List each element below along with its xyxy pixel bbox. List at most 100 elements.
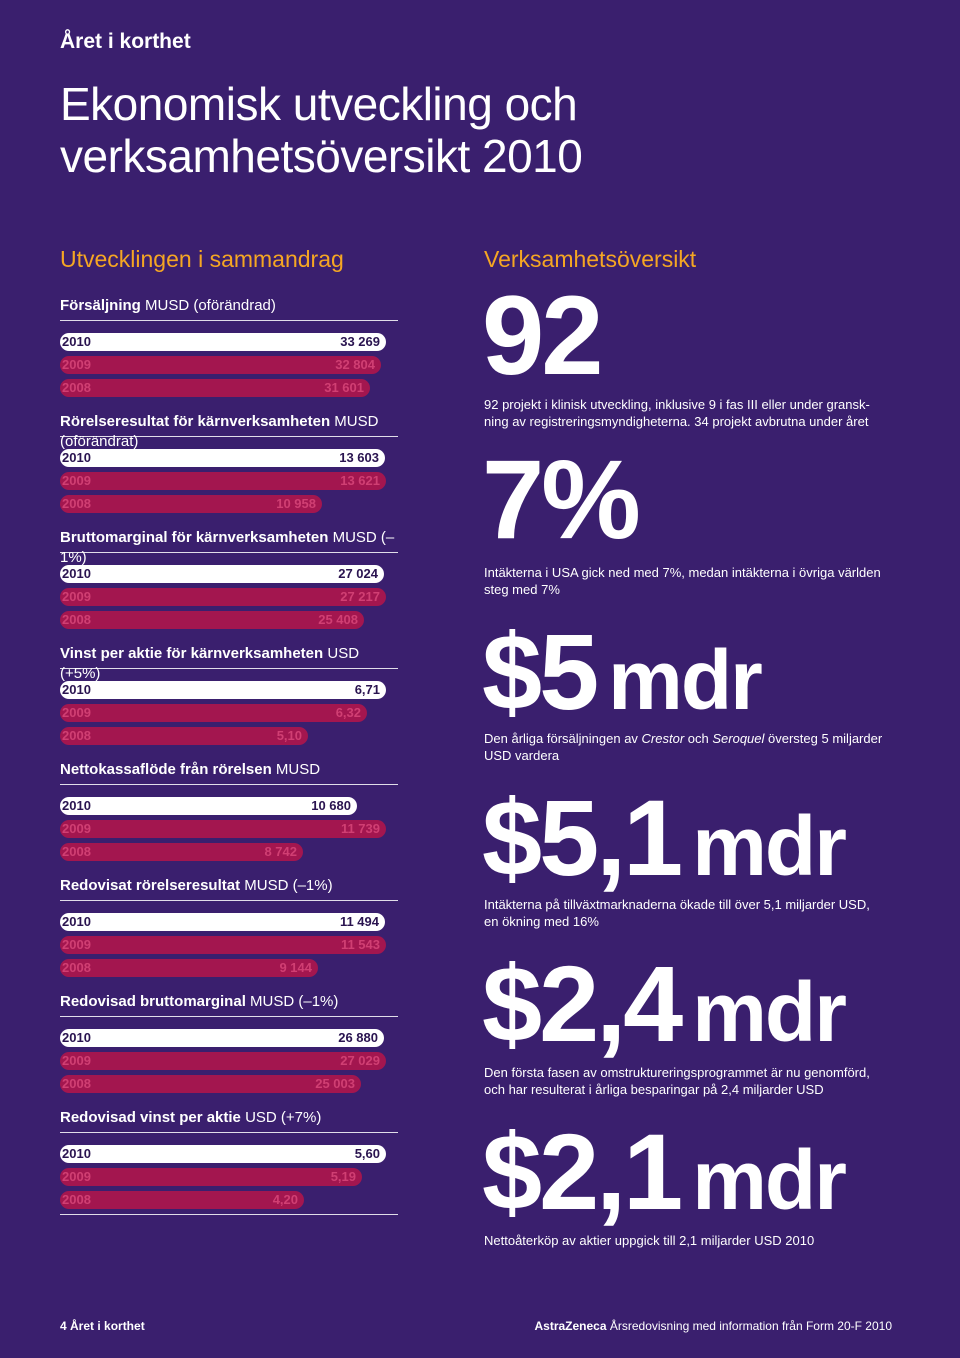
stat-figure: $5,1 mdr (482, 784, 847, 892)
bar-2010: 2010 33 269 (60, 333, 386, 351)
bar-2008: 2008 25 003 (60, 1075, 361, 1093)
metric-note: MUSD (–1%) (60, 529, 395, 566)
metric-rule (60, 900, 398, 901)
metric-block: Redovisad vinst per aktie USD (+7%) 2010 5… (60, 1108, 398, 1214)
metric-note: MUSD (–1%) (244, 877, 333, 894)
bar-year: 2008 (62, 1076, 91, 1091)
metric-label: Vinst per aktie för kärnverksamheten (60, 645, 324, 662)
bar-2008: 2008 4,20 (60, 1191, 304, 1209)
metric-note: MUSD (–1%) (250, 993, 339, 1010)
bar-2008: 2008 31 601 (60, 379, 370, 397)
metric-bars: 2010 27 024 2009 27 217 2008 25 408 (60, 565, 398, 629)
bar-value: 25 408 (318, 612, 358, 627)
metric-block: Rörelseresultat för kärnverksamheten MUS… (60, 412, 398, 518)
stat-number: $5 (482, 611, 599, 732)
bar-year: 2009 (62, 1053, 91, 1068)
bar-year: 2010 (62, 914, 91, 929)
metric-heading: Redovisat rörelseresultat MUSD (–1%) (60, 876, 398, 900)
bar-year: 2009 (62, 821, 91, 836)
bar-value: 33 269 (340, 334, 380, 349)
metric-rule (60, 668, 398, 669)
bar-value: 8 742 (264, 844, 297, 859)
bar-2009: 2009 27 029 (60, 1052, 386, 1070)
metric-note: MUSD (oförändrad) (145, 297, 276, 314)
bar-year: 2010 (62, 1146, 91, 1161)
metric-block: Nettokassaflöde från rörelsen MUSD 2010 10… (60, 760, 398, 866)
metric-heading: Redovisad bruttomarginal MUSD (–1%) (60, 992, 398, 1016)
stat-description: 92 projekt i klinisk utveckling, inklusi… (484, 397, 870, 429)
bar-2008: 2008 5,10 (60, 727, 308, 745)
metric-bars: 2010 5,60 2009 5,19 2008 4,20 (60, 1145, 398, 1209)
bar-year: 2010 (62, 450, 91, 465)
bar-value: 32 804 (335, 357, 375, 372)
stat-unit: mdr (692, 965, 847, 1059)
bar-value: 10 958 (276, 496, 316, 511)
bar-2008: 2008 9 144 (60, 959, 318, 977)
bar-2009: 2009 11 543 (60, 936, 386, 954)
stat-figure: $2,1 mdr (482, 1118, 847, 1226)
metric-rule (60, 552, 398, 553)
bar-year: 2008 (62, 960, 91, 975)
footer-publication: AstraZeneca Årsredovisning med informati… (534, 1319, 892, 1333)
stat-number: $2,4 (482, 943, 683, 1064)
metric-bars: 2010 26 880 2009 27 029 2008 25 003 (60, 1029, 398, 1093)
bar-year: 2010 (62, 334, 91, 349)
metric-label: Redovisad bruttomarginal (60, 993, 246, 1010)
metrics-bottom-rule (60, 1214, 398, 1215)
bar-2008: 2008 25 408 (60, 611, 364, 629)
metric-label: Bruttomarginal för kärnverksamheten (60, 529, 329, 546)
bar-value: 5,10 (276, 728, 302, 743)
metric-heading: Redovisad vinst per aktie USD (+7%) (60, 1108, 398, 1132)
metric-heading: Nettokassaflöde från rörelsen MUSD (60, 760, 398, 784)
bar-value: 11 543 (340, 937, 380, 952)
bar-value: 27 024 (338, 566, 378, 581)
page-title-line-2: verksamhetsöversikt 2010 (60, 130, 583, 182)
bar-2010: 2010 6,71 (60, 681, 386, 699)
stat-figure: 92 (482, 280, 604, 392)
stat-number: 92 (482, 273, 604, 398)
metric-rule (60, 1132, 398, 1133)
bar-value: 5,19 (330, 1169, 356, 1184)
bar-value: 26 880 (338, 1030, 378, 1045)
metric-note: USD (+7%) (245, 1109, 322, 1126)
metric-rule (60, 1016, 398, 1017)
bar-2008: 2008 10 958 (60, 495, 322, 513)
metric-label: Nettokassaflöde från rörelsen (60, 761, 272, 778)
metric-block: Försäljning MUSD (oförändrad) 2010 33 269 2… (60, 296, 398, 402)
bar-year: 2008 (62, 728, 91, 743)
stat-figure: $5 mdr (482, 618, 763, 726)
bar-value: 11 739 (340, 821, 380, 836)
metric-bars: 2010 10 680 2009 11 739 2008 8 742 (60, 797, 398, 861)
bar-2010: 2010 5,60 (60, 1145, 386, 1163)
bar-value: 9 144 (279, 960, 312, 975)
footer-page-label: 4 Året i korthet (60, 1319, 145, 1333)
bar-2009: 2009 6,32 (60, 704, 367, 722)
bar-year: 2010 (62, 566, 91, 581)
bar-value: 25 003 (315, 1076, 355, 1091)
bar-2009: 2009 32 804 (60, 356, 381, 374)
bar-value: 6,32 (335, 705, 361, 720)
stat-number: 7% (482, 437, 641, 562)
overview-title: Verksamhetsöversikt (484, 246, 697, 272)
metric-bars: 2010 13 603 2009 13 621 2008 10 958 (60, 449, 398, 513)
metric-bars: 2010 6,71 2009 6,32 2008 5,10 (60, 681, 398, 745)
metric-block: Redovisat rörelseresultat MUSD (–1%) 2010… (60, 876, 398, 982)
metric-block: Redovisad bruttomarginal MUSD (–1%) 2010 2… (60, 992, 398, 1098)
bar-value: 27 029 (340, 1053, 380, 1068)
stat-number: $2,1 (482, 1111, 683, 1232)
section-label: Året i korthet (60, 30, 191, 53)
metric-heading: Bruttomarginal för kärnverksamheten MUSD… (60, 528, 398, 566)
bar-2010: 2010 11 494 (60, 913, 385, 931)
bar-value: 10 680 (311, 798, 351, 813)
stat-figure: 7% (482, 444, 641, 556)
metric-block: Bruttomarginal för kärnverksamheten MUSD… (60, 528, 398, 634)
metric-label: Redovisat rörelseresultat (60, 877, 241, 894)
metric-heading: Rörelseresultat för kärnverksamheten MUS… (60, 412, 398, 450)
stat-description: Intäkterna på tillväxtmarknaderna ökade … (484, 897, 870, 929)
bar-2009: 2009 27 217 (60, 588, 386, 606)
page-title-line-1: Ekonomisk utveckling och (60, 78, 578, 130)
bar-2010: 2010 27 024 (60, 565, 384, 583)
metric-note: MUSD (oförändrat) (60, 413, 379, 450)
bar-2010: 2010 10 680 (60, 797, 357, 815)
stat-description: Nettoåterköp av aktier uppgick till 2,1 … (484, 1233, 815, 1248)
